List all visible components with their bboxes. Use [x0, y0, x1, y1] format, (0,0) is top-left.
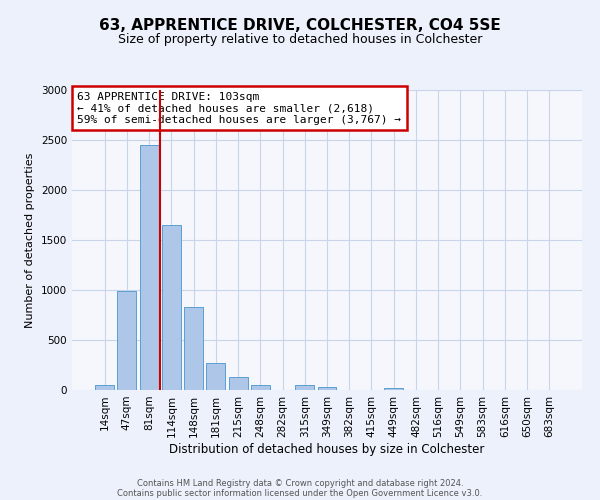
Text: 63, APPRENTICE DRIVE, COLCHESTER, CO4 5SE: 63, APPRENTICE DRIVE, COLCHESTER, CO4 5S…	[99, 18, 501, 32]
Bar	[140, 144, 158, 390]
Text: 63 APPRENTICE DRIVE: 103sqm
← 41% of detached houses are smaller (2,618)
59% of : 63 APPRENTICE DRIVE: 103sqm ← 41% of det…	[77, 92, 401, 124]
Text: Contains public sector information licensed under the Open Government Licence v3: Contains public sector information licen…	[118, 488, 482, 498]
Bar	[206, 363, 225, 390]
Bar	[229, 377, 248, 390]
Bar	[162, 225, 181, 390]
Bar	[184, 307, 203, 390]
Text: Size of property relative to detached houses in Colchester: Size of property relative to detached ho…	[118, 32, 482, 46]
Bar	[317, 387, 337, 390]
Bar	[118, 291, 136, 390]
X-axis label: Distribution of detached houses by size in Colchester: Distribution of detached houses by size …	[169, 442, 485, 456]
Text: Contains HM Land Registry data © Crown copyright and database right 2024.: Contains HM Land Registry data © Crown c…	[137, 478, 463, 488]
Bar	[251, 385, 270, 390]
Bar	[295, 385, 314, 390]
Bar	[95, 384, 114, 390]
Y-axis label: Number of detached properties: Number of detached properties	[25, 152, 35, 328]
Bar	[384, 388, 403, 390]
